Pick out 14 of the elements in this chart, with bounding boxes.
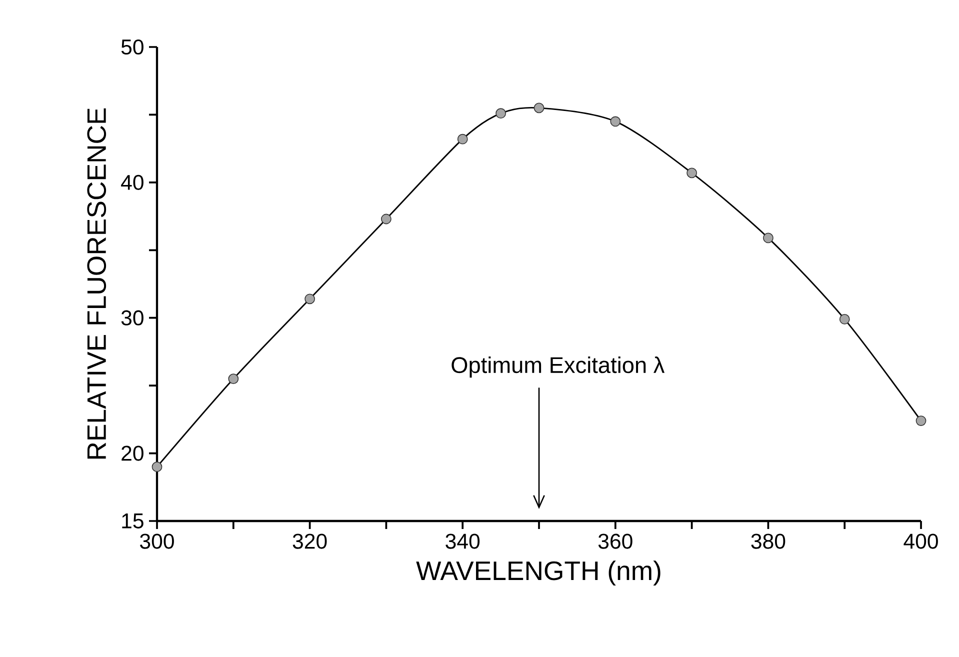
- x-tick-label: 300: [140, 534, 174, 549]
- y-tick-label: 30: [121, 310, 144, 326]
- y-tick-label: 40: [121, 174, 144, 190]
- y-tick-label: 20: [122, 446, 144, 461]
- x-tick-label: 380: [751, 534, 786, 549]
- y-tick-label: 50: [121, 39, 144, 55]
- x-tick-label: 320: [292, 534, 327, 549]
- x-tick-label: 400: [904, 534, 938, 549]
- x-tick-label: 360: [598, 534, 632, 549]
- y-tick-label: 15: [122, 514, 144, 528]
- x-tick-label: 340: [446, 534, 480, 549]
- annotation: Optimum Excitation λ: [452, 356, 665, 378]
- y-axis-title: RELATIVE FLUORESCENCE: [87, 108, 106, 459]
- x-axis-title: WAVELENGTH (nm): [416, 560, 660, 586]
